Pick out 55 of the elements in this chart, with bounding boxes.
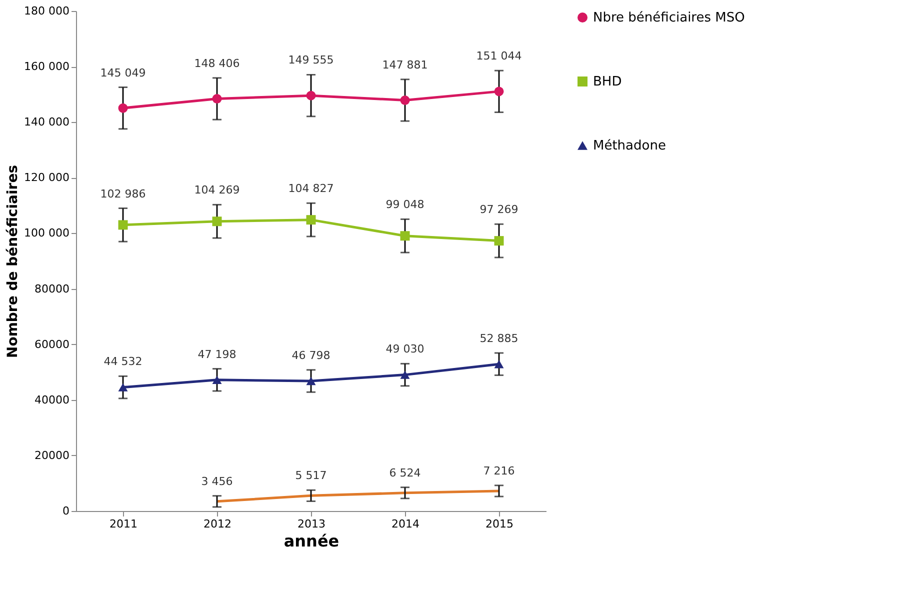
line-series bbox=[216, 490, 500, 503]
y-tick-label: 0 bbox=[62, 504, 70, 518]
data-label: 6 524 bbox=[389, 466, 421, 480]
y-tick-label: 140 000 bbox=[24, 116, 70, 129]
legend-label: BHD bbox=[593, 74, 622, 90]
x-tick-label: 2012 bbox=[204, 518, 232, 530]
point bbox=[212, 94, 222, 104]
x-tick-label: 2015 bbox=[486, 518, 514, 530]
x-tick-label: 2013 bbox=[298, 518, 326, 530]
y-tick-label: 120 000 bbox=[24, 171, 70, 184]
data-label: 44 532 bbox=[104, 355, 142, 368]
point bbox=[118, 220, 128, 230]
point bbox=[494, 86, 504, 96]
y-tick-label: 160 000 bbox=[24, 60, 70, 74]
data-label: 102 986 bbox=[100, 187, 146, 200]
data-label: 5 517 bbox=[295, 469, 327, 482]
data-label: 104 827 bbox=[288, 182, 334, 196]
legend-label: Nbre bénéficiaires MSO bbox=[593, 10, 745, 26]
point bbox=[306, 376, 316, 386]
point bbox=[212, 216, 222, 226]
point bbox=[118, 383, 128, 392]
point bbox=[400, 95, 410, 105]
data-label: 52 885 bbox=[480, 332, 518, 345]
point bbox=[400, 370, 410, 379]
data-label: 104 269 bbox=[194, 184, 240, 197]
x-tick-label: 2011 bbox=[110, 518, 138, 530]
y-tick-label: 20000 bbox=[34, 448, 70, 462]
data-label: 46 798 bbox=[292, 348, 330, 362]
point bbox=[400, 231, 410, 241]
point bbox=[306, 215, 316, 225]
data-label: 99 048 bbox=[386, 198, 424, 212]
data-label: 7 216 bbox=[483, 464, 515, 478]
legend-label: Méthadone bbox=[593, 138, 666, 154]
point bbox=[306, 90, 316, 100]
point bbox=[494, 236, 504, 246]
data-label: 49 030 bbox=[386, 342, 424, 356]
data-label: 145 049 bbox=[100, 66, 146, 80]
data-label: 97 269 bbox=[480, 203, 518, 216]
point bbox=[494, 360, 504, 368]
data-label: 47 198 bbox=[198, 348, 236, 361]
data-label: 149 555 bbox=[288, 54, 334, 67]
y-tick-label: 40000 bbox=[34, 393, 70, 406]
y-tick-label: 80000 bbox=[34, 282, 70, 296]
point bbox=[212, 376, 222, 384]
y-tick-label: 60000 bbox=[34, 338, 70, 351]
y-tick-label: 180 000 bbox=[24, 4, 70, 18]
data-label: 148 406 bbox=[194, 56, 240, 70]
data-label: 3 456 bbox=[201, 474, 233, 488]
data-label: 151 044 bbox=[476, 50, 522, 63]
x-axis-title: année bbox=[284, 532, 340, 550]
y-axis-title: Nombre de bénéficiaires bbox=[5, 164, 22, 358]
data-label: 147 881 bbox=[382, 58, 428, 72]
point bbox=[118, 103, 128, 113]
y-tick-label: 100 000 bbox=[24, 226, 70, 240]
x-tick-label: 2014 bbox=[392, 518, 420, 530]
